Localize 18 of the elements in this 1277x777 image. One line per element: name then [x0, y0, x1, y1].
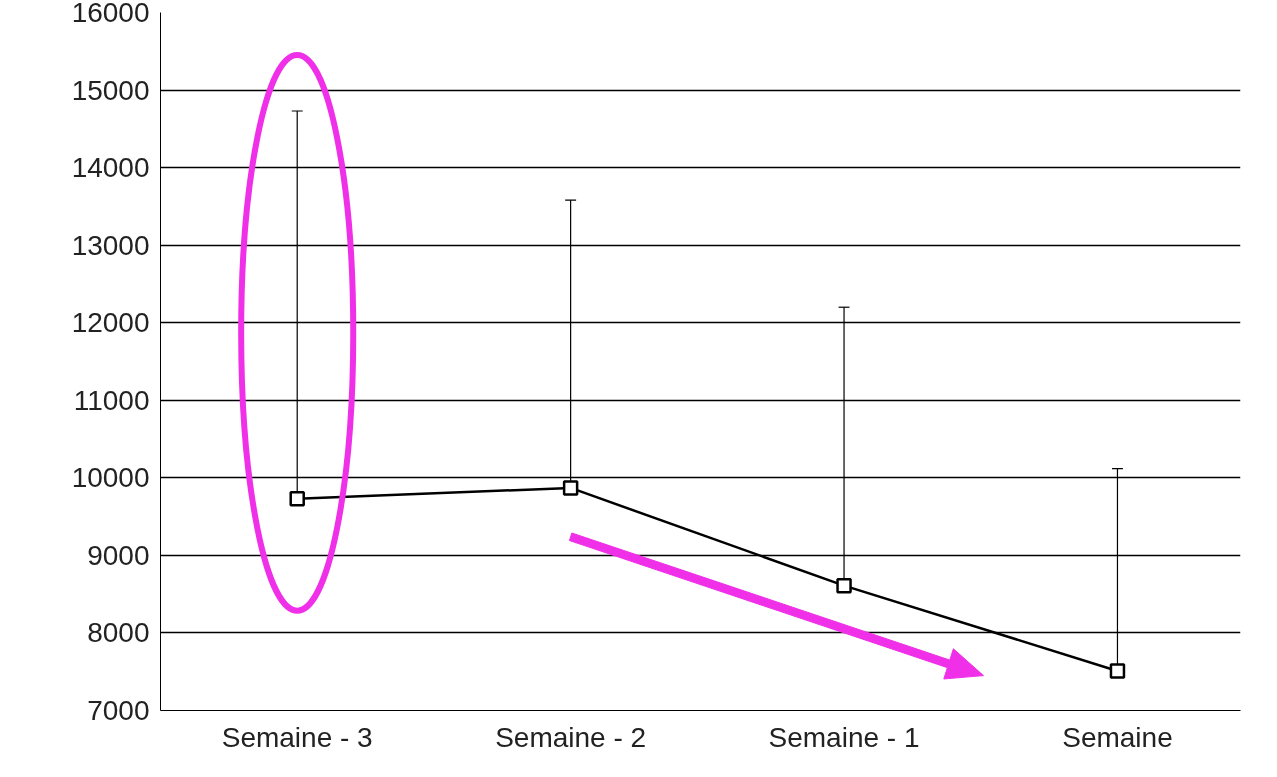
point — [562, 480, 579, 496]
y-tick-label: 15000 — [71, 74, 150, 106]
y-tick-label: 16000 — [71, 0, 150, 28]
y-tick-label: 13000 — [71, 229, 150, 261]
point — [289, 491, 305, 507]
point — [1109, 663, 1126, 679]
x-tick-label: Semaine - 3 — [221, 721, 373, 753]
y-tick-label: 8000 — [87, 617, 150, 649]
y-tick-label: 7000 — [87, 695, 150, 726]
y-tick-label: 11000 — [73, 384, 150, 416]
y-tick-label: 12000 — [71, 307, 150, 339]
y-tick-label: 10000 — [71, 462, 150, 494]
point — [836, 577, 852, 594]
y-tick-label: 14000 — [71, 152, 150, 184]
x-tick-label: Semaine — [1062, 721, 1173, 753]
x-tick-label: Semaine - 2 — [495, 721, 647, 753]
x-tick-label: Semaine - 1 — [768, 721, 920, 753]
y-tick-label: 9000 — [87, 539, 150, 571]
